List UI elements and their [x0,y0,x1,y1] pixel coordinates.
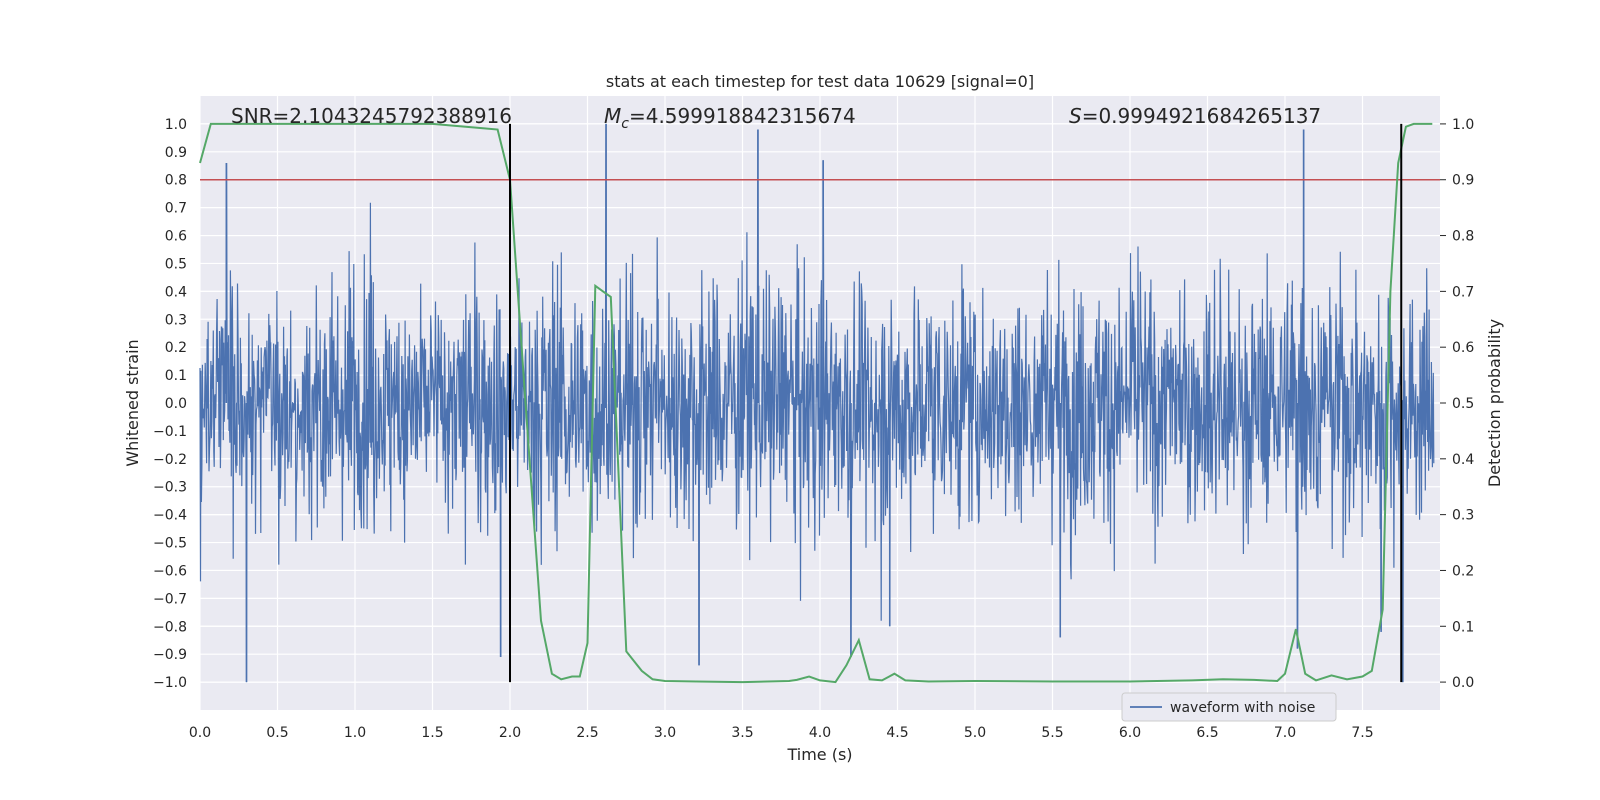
y-tick-label-left: 0.9 [165,145,187,161]
x-tick-label: 3.0 [654,725,676,741]
y-tick-label-right: 0.2 [1452,563,1474,579]
x-tick-label: 4.0 [809,725,831,741]
x-tick-labels: 0.0 0.5 1.0 1.5 2.0 2.5 3.0 3.5 4.0 4.5 5.0 5.5 6.0 6… [189,725,1374,741]
right-tick-labels: 0.0 0.1 0.2 0.3 0.4 0.5 0.6 0.7 0.8 0.9 1.0 [1440,117,1474,691]
chirp-mass-annotation: Mc=4.599918842315674 [604,104,856,132]
y-tick-label-left: −0.6 [153,563,187,579]
chart-title: stats at each timestep for test data 106… [606,72,1034,91]
x-tick-label: 1.5 [421,725,443,741]
y-tick-label-left: 0.6 [165,229,187,245]
y-tick-label-left: −0.2 [153,452,187,468]
waveform-series [199,123,1435,683]
x-tick-label: 0.0 [189,725,211,741]
x-tick-label: 5.5 [1041,725,1063,741]
y-tick-label-right: 0.5 [1452,396,1474,412]
s-value: =0.9994921684265137 [1082,104,1321,128]
y-tick-label-right: 0.1 [1452,619,1474,635]
x-axis-label: Time (s) [786,745,852,764]
y-tick-label-left: 0.1 [165,368,187,384]
x-tick-label: 7.0 [1274,725,1296,741]
y-tick-label-left: −0.4 [153,508,187,524]
x-tick-label: 6.0 [1119,725,1141,741]
y-axis-label-left: Whitened strain [123,339,142,466]
legend-label: waveform with noise [1170,700,1315,716]
y-tick-label-right: 0.8 [1452,229,1474,245]
x-tick-label: 2.0 [499,725,521,741]
x-tick-label: 3.5 [731,725,753,741]
y-tick-label-left: −1.0 [153,675,187,691]
y-tick-label-left: 0.7 [165,201,187,217]
legend: waveform with noise [1121,692,1337,722]
y-tick-label-left: −0.1 [153,424,187,440]
y-tick-label-left: 0.2 [165,340,187,356]
y-tick-label-right: 0.6 [1452,340,1474,356]
y-tick-label-left: 0.4 [165,284,187,300]
mc-subscript: c [621,116,629,132]
x-tick-label: 1.0 [344,725,366,741]
y-tick-label-left: 1.0 [165,117,187,133]
y-tick-label-right: 1.0 [1452,117,1474,133]
mc-symbol: M [604,104,621,128]
y-tick-label-left: 0.3 [165,312,187,328]
legend-box [1121,692,1337,722]
waveform-line [199,123,1435,683]
probability-line [199,122,1433,684]
y-tick-label-left: −0.5 [153,536,187,552]
x-tick-label: 5.0 [964,725,986,741]
y-tick-label-left: −0.3 [153,480,187,496]
y-tick-label-right: 0.0 [1452,675,1474,691]
y-tick-label-left: −0.9 [153,647,187,663]
y-tick-label-left: 0.5 [165,256,187,272]
x-tick-label: 0.5 [266,725,288,741]
snr-annotation: SNR=2.1043245792388916 [231,104,512,128]
y-tick-label-right: 0.7 [1452,284,1474,300]
y-tick-label-right: 0.4 [1452,452,1474,468]
x-tick-label: 2.5 [576,725,598,741]
x-tick-label: 7.5 [1351,725,1373,741]
y-tick-label-right: 0.3 [1452,508,1474,524]
vertical-markers [509,123,1403,683]
x-tick-label: 4.5 [886,725,908,741]
y-tick-label-left: −0.7 [153,591,187,607]
y-tick-label-left: −0.8 [153,619,187,635]
mc-value: =4.599918842315674 [629,104,856,128]
left-tick-labels: −1.0 −0.9 −0.8 −0.7 −0.6 −0.5 −0.4 −0.3 −0.2 −0.1… [153,117,187,691]
s-annotation: S=0.9994921684265137 [1069,104,1321,128]
y-tick-label-right: 0.9 [1452,173,1474,189]
y-tick-label-left: 0.0 [165,396,187,412]
y-tick-label-left: 0.8 [165,173,187,189]
y-axis-label-right: Detection probability [1485,319,1504,487]
x-tick-label: 6.5 [1196,725,1218,741]
probability-series [199,122,1433,684]
s-symbol: S [1069,104,1082,128]
